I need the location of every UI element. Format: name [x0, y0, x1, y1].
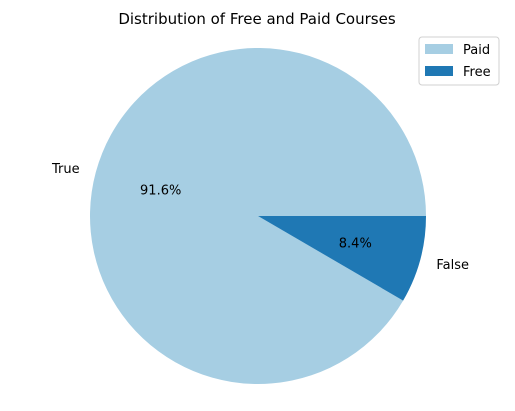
chart-title: Distribution of Free and Paid Courses [118, 10, 395, 28]
legend-label-paid: Paid [463, 43, 490, 58]
slice-label-true: True [51, 162, 80, 177]
slice-percent-free: 8.4% [339, 236, 372, 251]
pie-slices [90, 48, 426, 384]
slice-label-false: False [436, 258, 469, 273]
legend-swatch-paid [425, 44, 453, 54]
slice-percent-paid: 91.6% [140, 184, 181, 199]
legend: Paid Free [419, 37, 499, 85]
legend-swatch-free [425, 66, 453, 76]
legend-label-free: Free [463, 65, 491, 80]
